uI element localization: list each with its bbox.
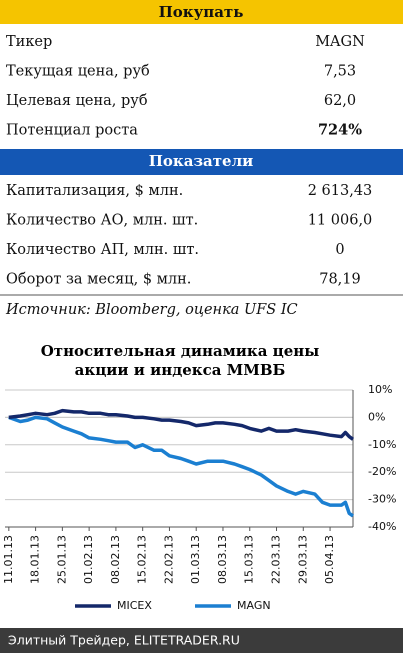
- row-value: 11 006,0: [308, 213, 373, 229]
- y-tick-label: 10%: [368, 383, 392, 396]
- x-tick-label: 22.02.13: [162, 535, 175, 584]
- x-tick-label: 15.02.13: [136, 535, 149, 584]
- line-series: [8, 415, 355, 518]
- row-label: Капитализация, $ млн.: [6, 183, 183, 199]
- row-label: Потенциал роста: [6, 123, 138, 139]
- legend-label: MICEX: [117, 599, 152, 612]
- row-label: Текущая цена, руб: [6, 64, 150, 80]
- chart-title: Относительная динамика цены: [41, 342, 320, 360]
- row-label: Целевая цена, руб: [6, 93, 148, 109]
- indicators-header-bar: [0, 149, 403, 175]
- chart-title: акции и индекса ММВБ: [75, 361, 286, 379]
- footer-bar: [0, 628, 403, 653]
- x-tick-label: 25.01.13: [55, 535, 68, 584]
- x-tick-label: 11.01.13: [2, 535, 15, 584]
- row-label: Тикер: [6, 34, 52, 50]
- row-label: Оборот за месяц, $ млн.: [6, 272, 191, 288]
- x-tick-label: 08.03.13: [216, 535, 229, 584]
- y-tick-label: -10%: [368, 438, 396, 451]
- row-value: 2 613,43: [308, 183, 373, 199]
- y-tick-label: -30%: [368, 493, 396, 506]
- row-label: Количество АО, млн. шт.: [6, 213, 198, 229]
- x-tick-label: 29.03.13: [296, 535, 309, 584]
- row-value: 7,53: [324, 64, 356, 80]
- x-tick-label: 08.02.13: [109, 535, 122, 584]
- row-value: 62,0: [324, 93, 356, 109]
- x-tick-label: 22.03.13: [270, 535, 283, 584]
- x-tick-label: 15.03.13: [243, 535, 256, 584]
- row-value: 78,19: [319, 272, 361, 288]
- x-tick-label: 01.02.13: [82, 535, 95, 584]
- x-tick-label: 05.04.13: [323, 535, 336, 584]
- row-label: Количество АП, млн. шт.: [6, 242, 199, 258]
- legend-label: MAGN: [237, 599, 271, 612]
- x-tick-label: 18.01.13: [29, 535, 42, 584]
- y-tick-label: 0%: [368, 410, 385, 423]
- row-value: 724%: [318, 122, 362, 139]
- y-tick-label: -20%: [368, 465, 396, 478]
- table-title: Показатели: [149, 152, 254, 170]
- row-value: MAGN: [315, 34, 365, 50]
- row-value: 0: [335, 242, 344, 258]
- y-tick-label: -40%: [368, 520, 396, 533]
- footer: Элитный Трейдер, ELITETRADER.RU: [8, 633, 240, 648]
- line-series: [8, 408, 355, 441]
- x-tick-label: 01.03.13: [189, 535, 202, 584]
- source: Источник: Bloomberg, оценка UFS IC: [5, 302, 298, 318]
- buy-header-bar: [0, 0, 403, 24]
- table-title: Покупать: [159, 3, 244, 21]
